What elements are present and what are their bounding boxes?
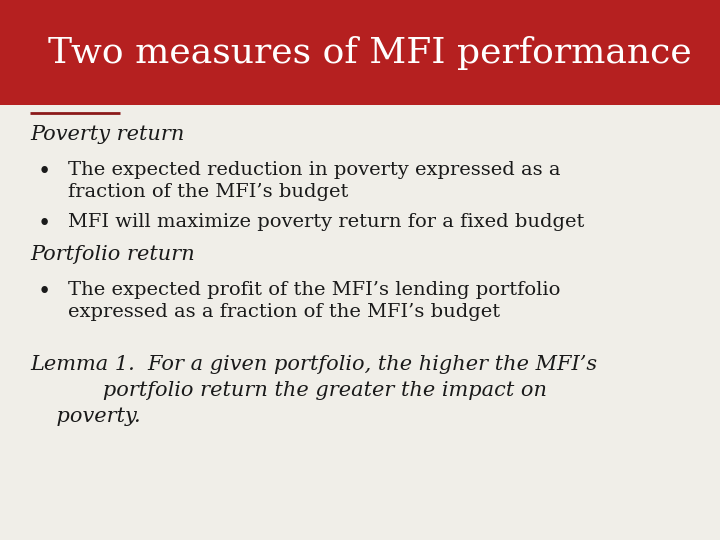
Text: The expected reduction in poverty expressed as a: The expected reduction in poverty expres… xyxy=(68,161,560,179)
Text: •: • xyxy=(38,281,51,303)
Bar xyxy=(0,0,720,105)
Text: portfolio return the greater the impact on: portfolio return the greater the impact … xyxy=(30,381,547,400)
Text: Poverty return: Poverty return xyxy=(30,125,184,144)
Text: Lemma 1.  For a given portfolio, the higher the MFI’s: Lemma 1. For a given portfolio, the high… xyxy=(30,355,597,374)
Text: fraction of the MFI’s budget: fraction of the MFI’s budget xyxy=(68,183,348,201)
Text: expressed as a fraction of the MFI’s budget: expressed as a fraction of the MFI’s bud… xyxy=(68,303,500,321)
Text: •: • xyxy=(38,213,51,235)
Text: •: • xyxy=(38,161,51,183)
Text: poverty.: poverty. xyxy=(30,407,140,426)
Text: MFI will maximize poverty return for a fixed budget: MFI will maximize poverty return for a f… xyxy=(68,213,585,231)
Text: Portfolio return: Portfolio return xyxy=(30,245,194,264)
Text: The expected profit of the MFI’s lending portfolio: The expected profit of the MFI’s lending… xyxy=(68,281,560,299)
Text: Two measures of MFI performance: Two measures of MFI performance xyxy=(48,36,692,70)
